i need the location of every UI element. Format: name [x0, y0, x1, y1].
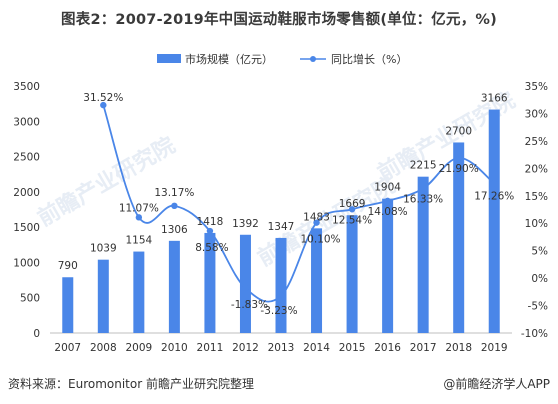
x-tick-label: 2009 — [125, 342, 152, 354]
x-tick-label: 2011 — [197, 342, 224, 354]
growth-point — [419, 185, 427, 192]
y-right-tick-label: 0% — [531, 273, 548, 285]
bar — [311, 228, 323, 333]
y-left-tick-label: 1500 — [13, 222, 40, 234]
y-left-tick-label: 2500 — [13, 152, 40, 164]
y-left-tick-label: 1000 — [13, 257, 40, 269]
bar-value-label: 1392 — [232, 218, 259, 230]
growth-point — [277, 292, 285, 300]
y-right-tick-label: 5% — [531, 246, 548, 258]
growth-point — [455, 154, 462, 162]
growth-value-label: 10.10% — [301, 234, 341, 246]
y-right-tick-label: 30% — [525, 108, 548, 120]
growth-value-label: 11.07% — [119, 202, 159, 214]
x-tick-label: 2008 — [90, 342, 117, 354]
x-tick-label: 2019 — [481, 342, 508, 354]
bar — [204, 232, 216, 333]
y-right-tick-label: 15% — [525, 191, 548, 203]
legend-line-marker — [310, 56, 316, 62]
growth-value-label: 21.90% — [439, 163, 479, 175]
y-right-tick-label: 35% — [525, 81, 548, 93]
brand-credit: @前瞻经济学人APP — [443, 377, 550, 391]
growth-value-label: 14.08% — [368, 206, 408, 218]
growth-point — [135, 214, 143, 221]
data-labels: 790 1039 1154 1306 1418 1392 1347 1483 1669 1904 2… — [58, 92, 515, 317]
legend-bar-swatch — [157, 54, 181, 63]
growth-point — [171, 202, 178, 210]
x-tick-label: 2016 — [374, 342, 401, 354]
legend-line-label: 同比增长（%） — [331, 52, 407, 66]
growth-point — [206, 227, 214, 235]
growth-value-label: -1.83% — [231, 299, 268, 311]
bar — [382, 198, 394, 333]
bar-value-label: 1483 — [303, 211, 330, 223]
bar-value-label: 2215 — [410, 160, 437, 172]
bar — [417, 176, 429, 333]
y-left-tick-label: 2000 — [13, 187, 40, 199]
bar-value-label: 1418 — [197, 216, 224, 228]
bar-value-label: 1154 — [125, 235, 152, 247]
y-left-tick-label: 500 — [20, 293, 40, 305]
growth-point — [100, 101, 107, 109]
y-right-tick-label: -10% — [521, 328, 548, 340]
y-right-tick-label: 10% — [525, 218, 548, 230]
y-left-tick-label: 0 — [33, 328, 40, 340]
line-series — [100, 101, 498, 303]
chart-title: 图表2：2007-2019年中国运动鞋服市场零售额(单位：亿元，%) — [61, 12, 497, 28]
growth-value-label: -3.23% — [260, 305, 297, 317]
bar — [168, 240, 180, 333]
growth-point — [384, 197, 391, 205]
growth-value-label: 12.54% — [332, 214, 372, 226]
y-right-tick-label: 20% — [525, 163, 548, 175]
bar — [275, 237, 287, 333]
growth-value-label: 17.26% — [474, 190, 514, 202]
x-tick-label: 2010 — [161, 342, 188, 354]
footer: 资料来源：Euromonitor 前瞻产业研究院整理 @前瞻经济学人APP — [0, 371, 558, 397]
y-left-tick-label: 3500 — [13, 81, 40, 93]
bar — [239, 234, 251, 333]
y-right-tick-label: -5% — [528, 301, 548, 313]
bar — [453, 142, 465, 333]
bar — [346, 215, 358, 333]
x-tick-label: 2012 — [232, 342, 259, 354]
bar-value-label: 1306 — [161, 224, 188, 236]
bar — [133, 251, 145, 333]
bar — [488, 109, 500, 333]
x-tick-label: 2013 — [268, 342, 295, 354]
bar-value-label: 1904 — [374, 182, 401, 194]
growth-point — [491, 180, 498, 187]
growth-point — [348, 206, 356, 213]
x-tick-label: 2018 — [445, 342, 472, 354]
x-tick-label: 2007 — [54, 342, 81, 354]
x-tick-label: 2015 — [339, 342, 366, 354]
growth-value-label: 8.58% — [195, 242, 228, 254]
y-left-tick-label: 3000 — [13, 116, 40, 128]
growth-point — [313, 219, 320, 226]
bar-value-label: 1669 — [339, 198, 366, 210]
axes: 0 500 1000 1500 2000 2500 3000 3500 -10% -5% 0% 5% 1… — [13, 81, 548, 354]
bar — [62, 277, 74, 333]
bar-series — [62, 109, 500, 333]
source-note: 资料来源：Euromonitor 前瞻产业研究院整理 — [8, 377, 254, 391]
x-tick-label: 2017 — [410, 342, 437, 354]
growth-value-label: 31.52% — [83, 92, 123, 104]
bar — [97, 259, 109, 333]
growth-point — [242, 284, 249, 292]
x-tick-label: 2014 — [303, 342, 330, 354]
growth-value-label: 13.17% — [154, 187, 194, 199]
bar-value-label: 2700 — [445, 125, 472, 137]
y-right-tick-label: 25% — [525, 136, 548, 148]
legend: 市场规模（亿元） 同比增长（%） — [157, 52, 407, 66]
bar-value-label: 3166 — [481, 93, 508, 105]
legend-bar-label: 市场规模（亿元） — [185, 52, 273, 66]
bar-value-label: 790 — [58, 260, 78, 272]
bar-value-label: 1347 — [268, 221, 295, 233]
growth-value-label: 16.33% — [403, 193, 443, 205]
bar-value-label: 1039 — [90, 243, 117, 255]
